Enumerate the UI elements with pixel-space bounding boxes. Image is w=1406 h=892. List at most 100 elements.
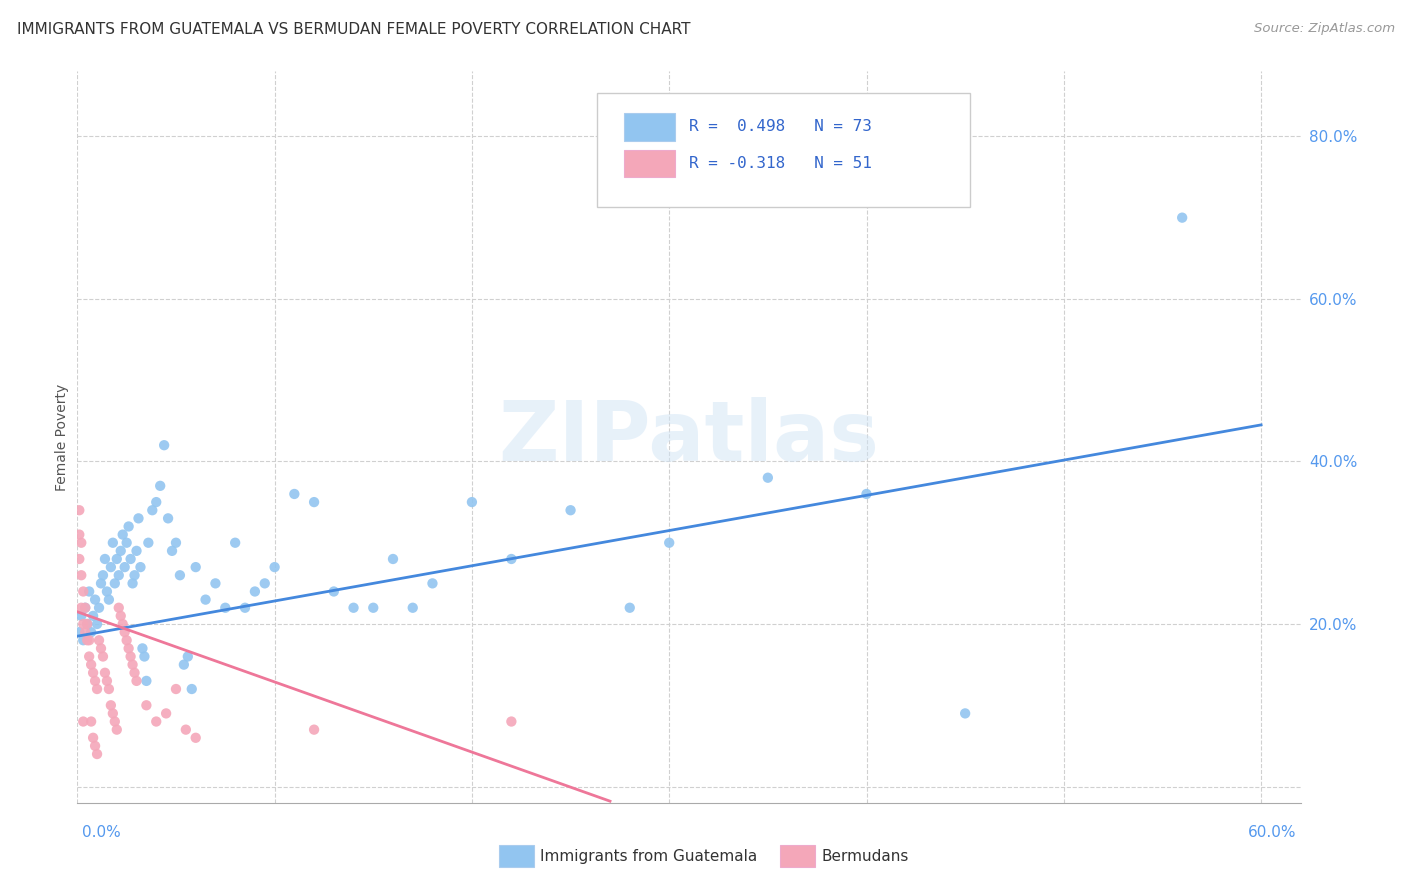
Point	[302, 723, 325, 737]
Point	[501, 552, 523, 566]
Point	[184, 731, 207, 745]
Point	[104, 714, 127, 729]
Point	[224, 535, 246, 549]
Point	[138, 535, 160, 549]
Y-axis label: Female Poverty: Female Poverty	[55, 384, 69, 491]
Point	[233, 600, 256, 615]
Point	[756, 471, 779, 485]
Point	[169, 568, 191, 582]
Point	[619, 600, 641, 615]
Point	[70, 568, 93, 582]
Point	[72, 584, 94, 599]
Point	[402, 600, 425, 615]
Text: Immigrants from Guatemala: Immigrants from Guatemala	[540, 849, 758, 863]
Point	[84, 592, 107, 607]
Point	[114, 625, 136, 640]
Text: 60.0%: 60.0%	[1249, 825, 1296, 840]
Point	[855, 487, 877, 501]
Point	[82, 665, 104, 680]
Point	[70, 608, 93, 623]
Point	[87, 600, 110, 615]
Point	[117, 641, 139, 656]
Point	[101, 706, 124, 721]
Point	[82, 731, 104, 745]
Point	[131, 641, 153, 656]
Point	[94, 665, 117, 680]
Point	[72, 617, 94, 632]
Point	[173, 657, 195, 672]
Point	[76, 633, 98, 648]
Point	[1171, 211, 1194, 225]
Point	[120, 649, 142, 664]
Point	[125, 673, 148, 688]
Point	[67, 552, 90, 566]
Point	[461, 495, 484, 509]
Point	[149, 479, 172, 493]
Point	[100, 698, 122, 713]
Point	[560, 503, 582, 517]
Point	[80, 625, 103, 640]
Point	[953, 706, 976, 721]
Point	[194, 592, 217, 607]
Point	[111, 527, 134, 541]
Text: ZIPatlas: ZIPatlas	[499, 397, 879, 477]
Point	[77, 649, 100, 664]
Point	[322, 584, 344, 599]
Point	[72, 633, 94, 648]
Point	[124, 568, 146, 582]
Text: R =  0.498   N = 73: R = 0.498 N = 73	[689, 120, 872, 135]
Point	[382, 552, 405, 566]
Point	[111, 617, 134, 632]
Point	[97, 592, 120, 607]
Point	[101, 535, 124, 549]
Point	[145, 495, 167, 509]
Point	[283, 487, 305, 501]
Point	[124, 665, 146, 680]
Point	[155, 706, 177, 721]
Point	[110, 608, 132, 623]
Point	[204, 576, 226, 591]
Point	[96, 673, 118, 688]
Point	[135, 698, 157, 713]
Point	[422, 576, 444, 591]
FancyBboxPatch shape	[624, 150, 675, 178]
Point	[67, 503, 90, 517]
Point	[70, 535, 93, 549]
Point	[67, 625, 90, 640]
Point	[121, 576, 143, 591]
Point	[80, 657, 103, 672]
Point	[72, 714, 94, 729]
Point	[165, 535, 187, 549]
Point	[75, 600, 97, 615]
Point	[75, 600, 97, 615]
Text: R = -0.318   N = 51: R = -0.318 N = 51	[689, 156, 872, 171]
Point	[107, 568, 129, 582]
Point	[135, 673, 157, 688]
Point	[115, 633, 138, 648]
FancyBboxPatch shape	[598, 94, 970, 207]
Point	[90, 576, 112, 591]
Point	[342, 600, 364, 615]
Point	[121, 657, 143, 672]
Point	[114, 560, 136, 574]
Point	[91, 649, 114, 664]
Point	[115, 535, 138, 549]
Point	[96, 584, 118, 599]
Point	[180, 681, 202, 696]
Point	[134, 649, 156, 664]
Point	[174, 723, 197, 737]
Point	[107, 600, 129, 615]
Point	[110, 544, 132, 558]
Point	[117, 519, 139, 533]
Point	[77, 633, 100, 648]
Point	[67, 527, 90, 541]
Point	[82, 608, 104, 623]
Point	[253, 576, 276, 591]
Point	[177, 649, 200, 664]
Point	[87, 633, 110, 648]
Point	[84, 739, 107, 753]
Point	[658, 535, 681, 549]
Point	[263, 560, 285, 574]
Point	[120, 552, 142, 566]
FancyBboxPatch shape	[624, 113, 675, 141]
